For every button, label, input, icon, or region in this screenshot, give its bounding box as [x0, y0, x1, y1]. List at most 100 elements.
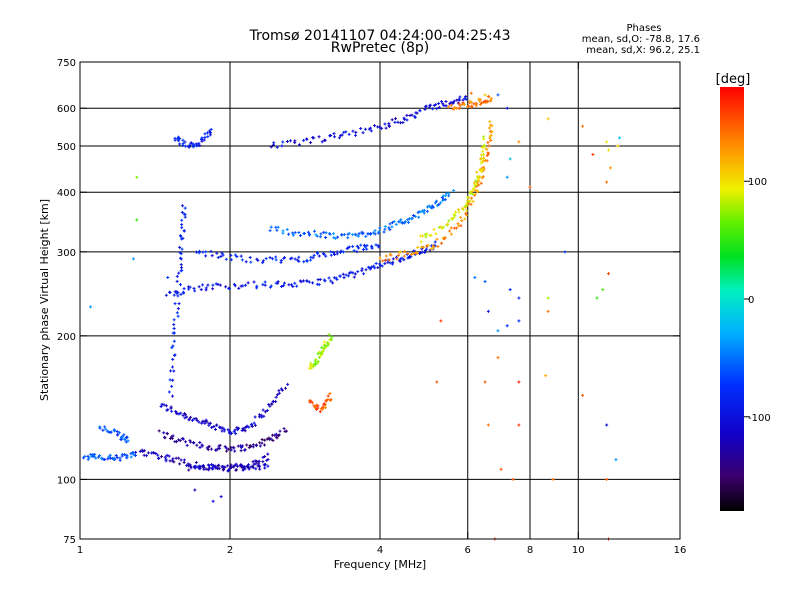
x-tick-label: 6 — [465, 545, 471, 556]
data-point — [405, 118, 409, 122]
data-point — [185, 443, 189, 447]
data-point — [182, 291, 186, 295]
data-point — [605, 423, 609, 427]
data-point — [234, 462, 238, 466]
data-point — [316, 352, 320, 356]
data-point — [376, 266, 380, 270]
data-point — [172, 460, 176, 464]
data-point — [306, 230, 310, 234]
data-point — [180, 266, 184, 270]
data-point — [179, 252, 183, 256]
data-point — [483, 144, 487, 148]
data-point — [122, 433, 126, 437]
data-point — [213, 427, 217, 431]
data-point — [166, 276, 170, 280]
data-point — [351, 129, 355, 133]
data-point — [486, 309, 490, 313]
data-point — [157, 429, 161, 433]
data-point — [194, 416, 198, 420]
data-point — [268, 229, 272, 233]
data-point — [351, 244, 355, 248]
data-point — [374, 261, 378, 265]
data-point — [184, 440, 188, 444]
data-point — [119, 437, 123, 441]
data-point — [180, 226, 184, 230]
data-point — [216, 282, 220, 286]
data-point — [485, 159, 489, 163]
data-point — [473, 192, 477, 196]
data-point — [189, 440, 193, 444]
y-tick-label: 100 — [57, 475, 76, 486]
data-point — [189, 466, 193, 470]
data-point — [231, 445, 235, 449]
data-point — [431, 107, 435, 111]
data-point — [463, 217, 467, 221]
data-point — [351, 271, 355, 275]
data-point — [183, 206, 187, 210]
data-point — [406, 251, 410, 255]
data-point — [416, 245, 420, 249]
data-point — [264, 257, 268, 261]
data-point — [89, 305, 93, 309]
data-point — [378, 125, 382, 129]
data-point — [472, 181, 476, 185]
data-point — [131, 257, 135, 261]
data-point — [395, 257, 399, 261]
data-point — [390, 221, 394, 225]
data-point — [324, 235, 328, 239]
data-point — [203, 132, 207, 136]
data-point — [202, 138, 206, 142]
data-point — [462, 102, 466, 106]
data-point — [449, 103, 453, 107]
data-point — [200, 139, 204, 143]
data-point — [436, 245, 440, 249]
data-point — [355, 250, 359, 254]
data-point — [478, 175, 482, 179]
phase-stats-x: mean, sd,X: 96.2, 25.1 — [586, 45, 700, 56]
data-point — [200, 443, 204, 447]
data-point — [447, 105, 451, 109]
data-point — [489, 123, 493, 127]
data-point — [154, 451, 158, 455]
data-point — [157, 456, 161, 460]
data-point — [124, 440, 128, 444]
data-point — [208, 421, 212, 425]
data-point — [283, 386, 287, 390]
data-point — [274, 395, 278, 399]
data-point — [197, 251, 201, 255]
data-point — [315, 407, 319, 411]
data-point — [251, 464, 255, 468]
data-point — [412, 213, 416, 217]
data-point — [479, 181, 483, 185]
data-point — [107, 455, 111, 459]
data-point — [387, 258, 391, 262]
data-point — [482, 157, 486, 161]
data-point — [361, 131, 365, 135]
data-point — [256, 258, 260, 262]
data-point — [508, 288, 512, 292]
data-point — [261, 455, 265, 459]
x-tick-label: 8 — [527, 545, 533, 556]
data-point — [483, 93, 487, 97]
colorbar-label: [deg] — [716, 72, 751, 87]
data-point — [489, 138, 493, 142]
data-point — [378, 262, 382, 266]
data-point — [192, 286, 196, 290]
data-point — [608, 166, 612, 170]
data-point — [393, 120, 397, 124]
data-point — [200, 136, 204, 140]
data-point — [170, 459, 174, 463]
data-point — [380, 126, 384, 130]
data-point — [409, 255, 413, 259]
data-point — [285, 227, 289, 231]
data-point — [307, 233, 311, 237]
data-point — [406, 220, 410, 224]
data-point — [354, 233, 358, 237]
data-point — [173, 353, 177, 357]
data-point — [398, 250, 402, 254]
data-point — [244, 260, 248, 264]
data-point — [310, 401, 314, 405]
data-point — [452, 99, 456, 103]
data-point — [546, 309, 550, 313]
data-point — [454, 210, 458, 214]
